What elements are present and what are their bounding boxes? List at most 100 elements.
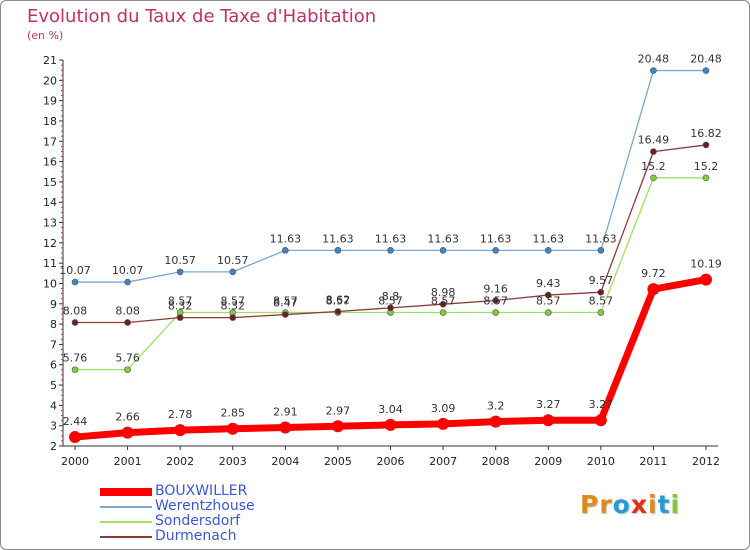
data-label: 8.57 [326,295,351,308]
data-label: 15.2 [641,160,666,173]
data-label: 2.97 [326,404,351,417]
data-point [544,291,552,299]
data-label: 3.2 [487,400,505,413]
y-tick-label: 16 [43,156,57,169]
x-tick-label: 2012 [692,455,720,468]
legend-swatch [100,505,152,508]
data-point [702,67,710,74]
data-point [229,314,237,321]
data-point [439,309,447,316]
data-point [124,366,131,373]
x-tick-label: 2003 [219,455,247,468]
data-point [124,278,131,286]
data-point [650,174,657,182]
y-tick-label: 6 [50,359,57,372]
data-point [384,418,397,431]
chart-title: Evolution du Taux de Taxe d'Habitation [27,6,377,27]
y-tick-label: 3 [50,420,57,433]
data-label: 9.16 [483,283,508,296]
data-point [387,247,394,254]
data-label: 8.32 [168,300,193,313]
data-label: 9.72 [641,267,666,280]
data-point [334,247,342,254]
data-point [124,319,131,326]
x-tick-label: 2006 [377,455,405,468]
data-label: 8.62 [326,294,351,307]
data-point [69,431,81,444]
data-label: 10.07 [59,264,91,277]
y-tick-label: 12 [43,237,57,250]
data-label: 8.57 [168,295,193,308]
data-point [542,414,555,427]
legend-label: BOUXWILLER [155,483,248,499]
data-point [437,417,450,430]
data-label: 2.85 [221,407,246,420]
data-label: 8.08 [63,304,88,317]
data-point [176,314,184,321]
data-point [176,268,184,276]
data-point [700,273,712,286]
data-label: 20.48 [690,53,722,66]
y-tick-label: 15 [43,176,57,189]
data-label: 3.09 [431,402,456,415]
data-point [650,67,657,74]
y-tick-label: 20 [43,74,57,87]
data-label: 10.57 [164,254,196,267]
data-labels: 10.07 10.07 10.57 10.57 11.63 11.63 11.63 11.63… [59,53,722,428]
data-point [647,283,660,296]
y-tick-label: 10 [43,277,57,290]
x-tick-label: 2010 [587,455,615,468]
y-tick-label: 19 [43,95,57,108]
logo-letter: x [630,490,648,519]
data-label: 11.63 [585,232,617,245]
data-label: 2.78 [168,408,193,421]
legend-swatch [100,520,152,523]
data-label: 2.44 [63,415,88,428]
data-label: 10.07 [112,264,144,277]
data-label: 11.63 [270,232,302,245]
data-point [702,174,710,182]
y-tick-label: 11 [43,257,57,270]
data-point [279,421,292,434]
data-point [71,366,79,373]
data-point [71,319,79,326]
data-label: 11.63 [427,232,459,245]
data-label: 20.48 [638,53,670,66]
logo-letter: P [580,490,600,519]
proxiti-logo: Proxiti [580,490,680,519]
data-label: 11.63 [375,232,407,245]
data-label: 11.63 [322,232,354,245]
data-point [492,309,499,316]
y-tick-label: 8 [50,318,57,331]
y-tick-label: 21 [43,54,57,67]
y-tick-label: 17 [43,135,57,148]
series-markers [69,67,712,444]
data-point [226,422,239,435]
y-tick-label: 14 [43,196,57,209]
y-tick-label: 13 [43,217,57,230]
data-label: 8.57 [378,295,403,308]
data-label: 8.8 [382,290,400,303]
data-label: 8.32 [221,300,246,313]
data-point [439,300,447,308]
data-label: 5.76 [115,352,140,365]
data-point [544,309,552,316]
legend-label: Durmenach [155,528,237,544]
legend-label: Werentzhouse [155,498,255,514]
y-tick-label: 7 [50,338,57,351]
data-label: 16.49 [638,134,670,147]
data-label: 3.27 [536,398,561,411]
data-label: 8.47 [273,297,298,310]
data-label: 9.57 [589,274,614,287]
x-tick-label: 2011 [639,455,667,468]
data-label: 8.57 [431,295,456,308]
data-point [702,141,710,149]
logo-letter: i [648,490,658,519]
data-point [282,311,289,318]
x-tick-label: 2008 [482,455,510,468]
x-tick-label: 2004 [271,455,299,468]
data-point [439,247,447,254]
data-point [597,309,605,316]
y-tick-label: 9 [50,298,57,311]
data-label: 2.66 [115,411,140,424]
